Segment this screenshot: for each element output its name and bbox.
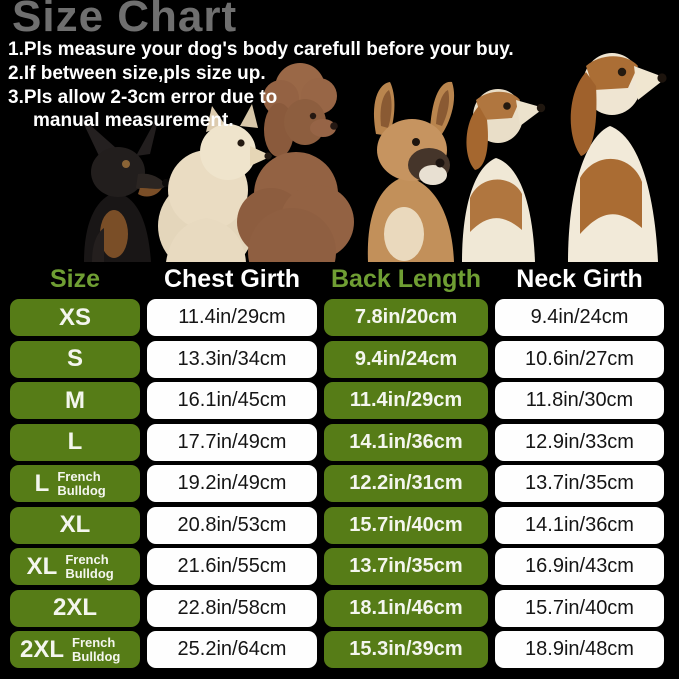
- neck-girth-cell: 13.7in/35cm: [495, 465, 664, 502]
- poodle-image: [237, 63, 354, 262]
- back-length-cell: 7.8in/20cm: [324, 299, 488, 336]
- neck-girth-cell: 10.6in/27cm: [495, 340, 664, 378]
- size-label: M: [65, 386, 85, 414]
- size-cell: S: [10, 340, 140, 378]
- note-line: 1.Pls measure your dog's body carefull b…: [8, 39, 514, 60]
- size-label: L: [67, 428, 83, 455]
- dogs-lineup-image: [80, 53, 667, 262]
- size-label: L: [34, 469, 50, 497]
- table-row: 2XL 22.8in/58cm 18.1in/46cm 15.7in/40cm: [0, 589, 679, 627]
- note-line: 3.Pls allow 2-3cm error due to: [8, 86, 278, 108]
- size-cell: XL: [10, 506, 140, 544]
- chest-girth-cell: 11.4in/29cm: [147, 299, 317, 336]
- note-line: 2.If between size,pls size up.: [8, 62, 266, 84]
- size-variant-label: French Bulldog: [65, 551, 114, 581]
- chest-girth-cell: 20.8in/53cm: [147, 506, 317, 544]
- size-label: S: [66, 345, 83, 372]
- chest-girth-cell: 16.1in/45cm: [147, 382, 317, 419]
- size-cell: L: [10, 423, 140, 461]
- table-row: 2XL French Bulldog 25.2in/64cm 15.3in/39cm 1…: [0, 631, 679, 668]
- back-length-cell: 11.4in/29cm: [324, 382, 488, 419]
- column-header-neck-girth: Neck Girth: [516, 264, 643, 293]
- size-label: XL: [59, 511, 91, 538]
- french-bulldog-image: [367, 81, 455, 262]
- neck-girth-cell: 16.9in/43cm: [495, 548, 664, 585]
- table-row: XL 20.8in/53cm 15.7in/40cm 14.1in/36cm: [0, 506, 679, 544]
- chest-girth-cell: 25.2in/64cm: [147, 631, 317, 668]
- neck-girth-cell: 18.9in/48cm: [495, 631, 664, 668]
- size-variant-label: French Bulldog: [57, 468, 106, 498]
- chest-girth-cell: 17.7in/49cm: [147, 423, 317, 461]
- table-row: XS 11.4in/29cm 7.8in/20cm 9.4in/24cm: [0, 299, 679, 336]
- table-row: L 17.7in/49cm 14.1in/36cm 12.9in/33cm: [0, 423, 679, 461]
- back-length-cell: 13.7in/35cm: [324, 548, 488, 585]
- back-length-cell: 14.1in/36cm: [324, 423, 488, 461]
- column-header-chest-girth: Chest Girth: [163, 264, 301, 293]
- size-label: 2XL: [19, 635, 64, 663]
- neck-girth-cell: 11.8in/30cm: [495, 382, 664, 419]
- chest-girth-cell: 19.2in/49cm: [147, 465, 317, 502]
- note-line: manual measurement.: [33, 110, 234, 132]
- back-length-cell: 12.2in/31cm: [324, 465, 488, 502]
- size-label: XL: [26, 552, 58, 580]
- size-cell: XL French Bulldog: [10, 548, 140, 585]
- table-row: S 13.3in/34cm 9.4in/24cm 10.6in/27cm: [0, 340, 679, 378]
- neck-girth-cell: 12.9in/33cm: [495, 423, 664, 461]
- table-row: M 16.1in/45cm 11.4in/29cm 11.8in/30cm: [0, 382, 679, 419]
- beagle-image: [462, 89, 546, 262]
- chest-girth-cell: 21.6in/55cm: [147, 548, 317, 585]
- neck-girth-cell: 15.7in/40cm: [495, 589, 664, 627]
- size-table: Size Chest Girth Back Length Neck Girth …: [0, 259, 679, 668]
- chest-girth-cell: 22.8in/58cm: [147, 589, 317, 627]
- size-label: 2XL: [52, 594, 97, 621]
- page-title: Size Chart: [12, 0, 238, 42]
- size-variant-label: French Bulldog: [72, 634, 121, 664]
- table-body: XS 11.4in/29cm 7.8in/20cm 9.4in/24cm S 13.3in…: [0, 299, 679, 668]
- back-length-cell: 9.4in/24cm: [324, 340, 488, 378]
- table-header-row: Size Chest Girth Back Length Neck Girth: [0, 259, 679, 299]
- size-cell: 2XL: [10, 589, 140, 627]
- pomeranian-image: [158, 104, 272, 262]
- size-cell: 2XL French Bulldog: [10, 631, 140, 668]
- back-length-cell: 15.7in/40cm: [324, 506, 488, 544]
- measure-notes: 1.Pls measure your dog's body carefull b…: [8, 38, 514, 133]
- neck-girth-cell: 14.1in/36cm: [495, 506, 664, 544]
- miniature-pinscher-image: [80, 112, 170, 262]
- size-cell: M: [10, 382, 140, 419]
- chest-girth-cell: 13.3in/34cm: [147, 340, 317, 378]
- table-row: L French Bulldog 19.2in/49cm 12.2in/31cm 13.…: [0, 465, 679, 502]
- neck-girth-cell: 9.4in/24cm: [495, 299, 664, 336]
- beagle-large-image: [568, 53, 667, 262]
- column-header-size: Size: [49, 264, 101, 293]
- back-length-cell: 18.1in/46cm: [324, 589, 488, 627]
- size-cell: XS: [10, 299, 140, 336]
- column-header-back-length: Back Length: [330, 264, 482, 293]
- table-row: XL French Bulldog 21.6in/55cm 13.7in/35cm 16…: [0, 548, 679, 585]
- back-length-cell: 15.3in/39cm: [324, 631, 488, 668]
- size-label: XS: [58, 303, 91, 331]
- size-cell: L French Bulldog: [10, 465, 140, 502]
